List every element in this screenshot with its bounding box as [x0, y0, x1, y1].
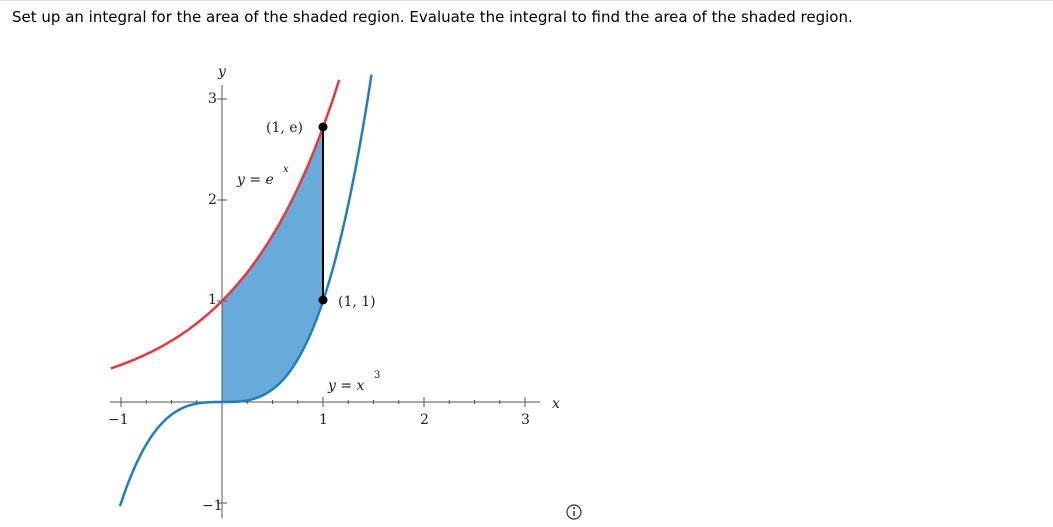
point-label: (1, e) — [266, 120, 303, 136]
curve-label-exponent: 3 — [374, 370, 380, 381]
x-axis-label: x — [552, 396, 560, 412]
y-axis-label: y — [217, 64, 227, 80]
shaded-region — [222, 127, 323, 402]
point-label: (1, 1) — [338, 294, 376, 310]
y-tick-label: 3 — [208, 91, 217, 107]
point — [318, 122, 328, 132]
x-tick-label: 1 — [319, 412, 328, 428]
x-tick-label: 3 — [521, 412, 530, 428]
curve-label-exponent: x — [283, 164, 289, 175]
x-tick-label: −1 — [108, 412, 129, 428]
y-tick-label: 1 — [208, 292, 217, 308]
question: Set up an integral for the area of the s… — [12, 8, 853, 26]
exp-curve — [110, 79, 341, 370]
cube-curve — [118, 74, 373, 507]
top-border — [0, 0, 1053, 1]
curve-label: y = e — [236, 172, 274, 188]
x-tick-label: 2 — [420, 412, 429, 428]
y-tick-label: 2 — [208, 192, 217, 208]
curve-label: y = x — [327, 378, 365, 394]
point — [318, 295, 328, 305]
info-icon[interactable] — [566, 504, 582, 520]
y-tick-label: −1 — [202, 498, 223, 514]
